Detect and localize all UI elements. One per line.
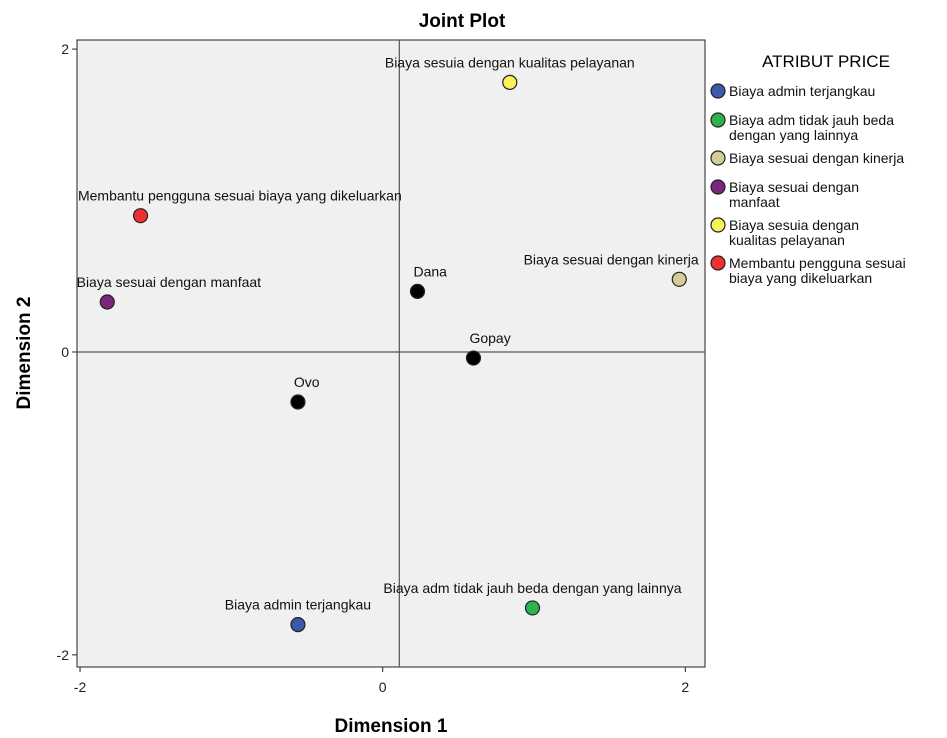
legend-label: biaya yang dikeluarkan (729, 270, 872, 286)
x-axis-label: Dimension 1 (335, 716, 448, 737)
legend-label: dengan yang lainnya (729, 127, 858, 143)
attribute-point (99, 294, 115, 310)
chart-title: Joint Plot (419, 11, 506, 32)
point-label: Biaya sesuia dengan kualitas pelayanan (385, 54, 635, 70)
legend-marker (710, 179, 726, 195)
legend-title: ATRIBUT PRICE (762, 52, 890, 71)
reference-lines (77, 40, 705, 667)
axis-ticks: -2 0 2 -2 0 2 (57, 41, 690, 695)
data-points (99, 74, 687, 633)
attribute-point (671, 271, 687, 287)
point-label: Dana (413, 263, 447, 279)
legend-items: Biaya admin terjangkau Biaya adm tidak ja… (710, 83, 906, 286)
legend-marker (710, 83, 726, 99)
point-label: Biaya sesuai dengan kinerja (524, 251, 699, 267)
point-label: Gopay (469, 330, 510, 346)
attribute-point (502, 74, 518, 91)
legend-label: Biaya sesuai dengan kinerja (729, 150, 904, 166)
legend-entry: Biaya admin terjangkau (710, 83, 875, 99)
object-point (409, 283, 426, 300)
legend-label: kualitas pelayanan (729, 232, 845, 248)
y-tick-label: -2 (57, 647, 70, 663)
point-label: Membantu pengguna sesuai biaya yang dike… (78, 188, 402, 204)
point-label: Biaya adm tidak jauh beda dengan yang la… (383, 580, 681, 596)
x-tick-label: 0 (379, 679, 387, 695)
point-label: Ovo (294, 374, 320, 390)
point-labels: Dana Gopay Ovo Biaya admin terjangkau Biaya … (77, 54, 699, 612)
x-tick-label: 2 (681, 679, 689, 695)
legend-marker (710, 150, 726, 166)
legend-marker (710, 217, 726, 233)
attribute-point (524, 600, 541, 616)
legend-entry: Biaya sesuai dengan kinerja (710, 150, 904, 166)
legend: ATRIBUT PRICE Biaya admin terjangkauBiay… (710, 52, 906, 286)
x-tick-label: -2 (74, 679, 87, 695)
legend-label: Biaya adm tidak jauh beda (729, 112, 894, 128)
y-tick-label: 2 (61, 41, 69, 57)
y-axis-label: Dimension 2 (14, 297, 35, 410)
legend-marker (710, 255, 726, 271)
legend-marker (710, 112, 726, 128)
legend-label: Membantu pengguna sesuai (729, 255, 906, 271)
object-point (465, 350, 482, 366)
legend-label: Biaya admin terjangkau (729, 83, 875, 99)
point-label: Biaya admin terjangkau (225, 597, 371, 613)
attribute-point (290, 616, 306, 633)
plot-area (76, 39, 706, 668)
object-point (290, 394, 306, 410)
y-tick-label: 0 (61, 344, 69, 360)
legend-label: manfaat (729, 194, 780, 210)
legend-label: Biaya sesuia dengan (729, 217, 859, 233)
legend-label: Biaya sesuai dengan (729, 179, 859, 195)
point-label: Biaya sesuai dengan manfaat (77, 274, 262, 290)
attribute-point (132, 208, 149, 224)
